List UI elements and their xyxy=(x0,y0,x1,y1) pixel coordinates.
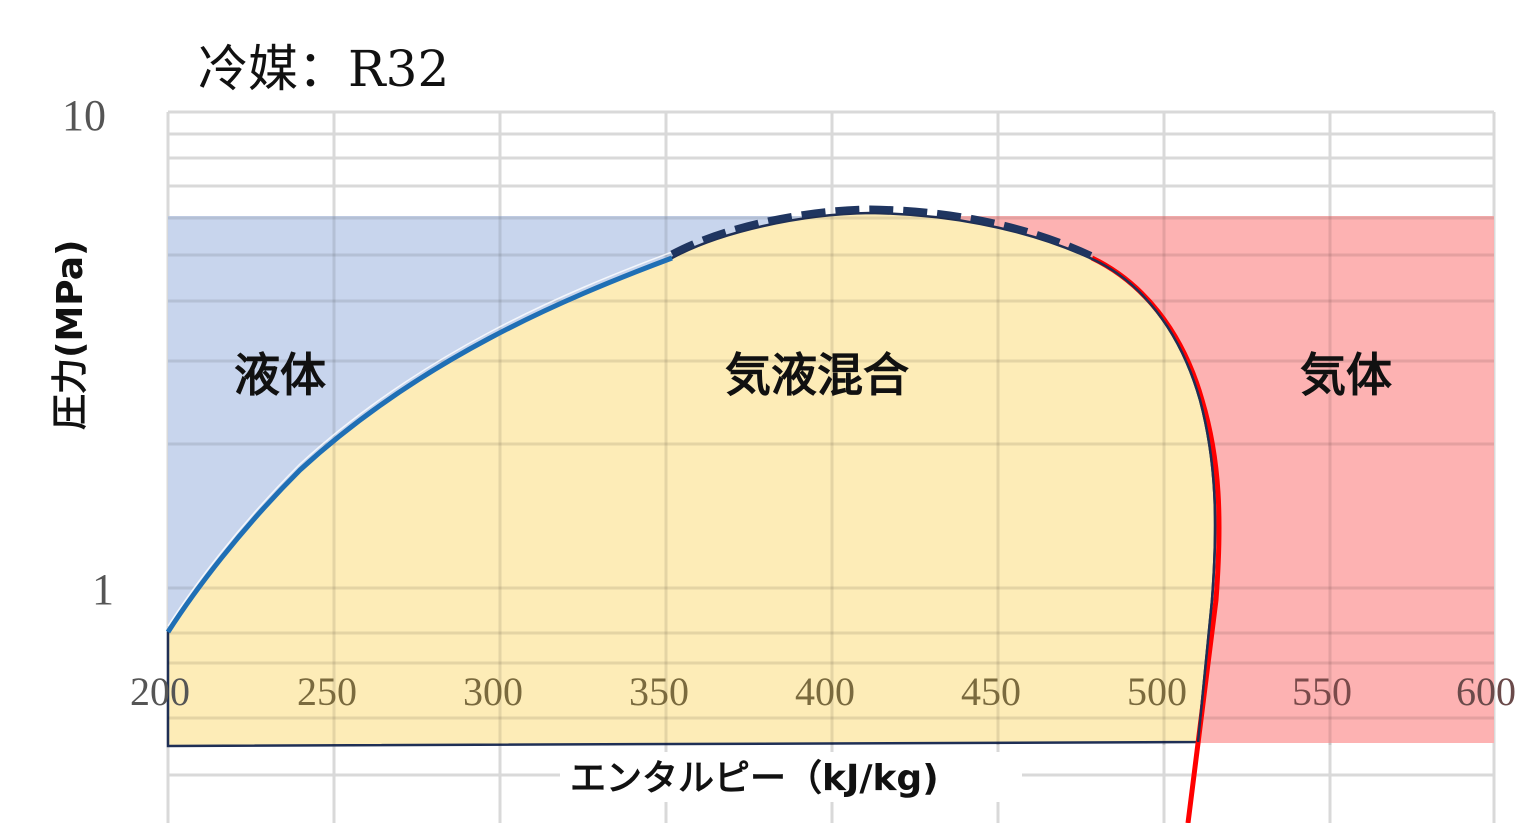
y-tick-10: 10 xyxy=(62,91,106,140)
x-tick-400: 400 xyxy=(795,669,855,714)
x-tick-200: 200 xyxy=(130,669,190,714)
saturated-liquid-line xyxy=(165,255,673,634)
x-axis-label: エンタルピー（kJ/kg) xyxy=(570,758,939,799)
x-tick-350: 350 xyxy=(629,669,689,714)
x-ticks: 200 250 300 350 400 450 500 550 600 xyxy=(130,669,1516,714)
x-tick-300: 300 xyxy=(463,669,523,714)
grid-overlay xyxy=(168,216,1494,745)
x-tick-450: 450 xyxy=(961,669,1021,714)
chart-title: 冷媒：R32 xyxy=(198,40,449,98)
x-tick-250: 250 xyxy=(297,669,357,714)
region-gas xyxy=(870,215,1494,743)
saturated-liquid-highlight xyxy=(167,251,673,627)
x-axis-label-bg xyxy=(562,752,1022,802)
x-tick-600: 600 xyxy=(1456,669,1516,714)
region-label-gas: 気体 xyxy=(1300,348,1392,402)
x-tick-550: 550 xyxy=(1292,669,1352,714)
region-liquid xyxy=(168,216,870,632)
critical-dashed-line xyxy=(670,205,1094,260)
x-tick-500: 500 xyxy=(1127,669,1187,714)
y-tick-1: 1 xyxy=(92,565,114,614)
region-label-mixture: 気液混合 xyxy=(725,348,909,402)
vapor-dome-outline xyxy=(1089,256,1217,743)
y-axis-label: 圧力(MPa) xyxy=(50,240,91,430)
region-label-liquid: 液体 xyxy=(234,348,326,402)
